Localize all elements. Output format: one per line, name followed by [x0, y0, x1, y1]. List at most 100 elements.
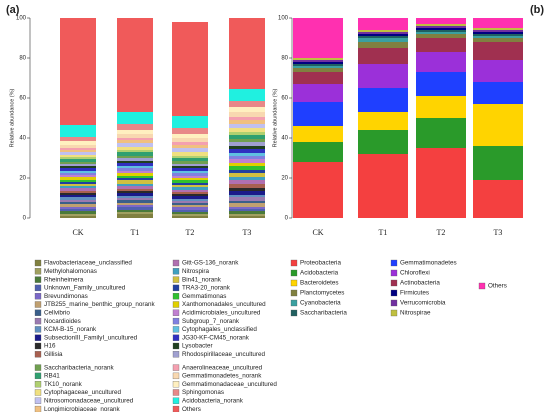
bar-segment	[60, 171, 96, 173]
legend-swatch	[172, 381, 180, 388]
bar-segment	[60, 184, 96, 186]
bar-segment	[172, 178, 208, 180]
bar-segment	[358, 154, 408, 218]
legend-swatch	[34, 381, 42, 388]
bar-segment	[293, 162, 343, 218]
legend-label: Saccharibacteria	[300, 310, 347, 317]
legend-swatch	[34, 301, 42, 308]
bar-segment	[172, 216, 208, 218]
legend-label: Brevundimonas	[44, 293, 88, 300]
legend-label: Acidobacteria_norank	[182, 397, 244, 404]
legend-label: SubsectionIII_FamilyI_uncultured	[44, 334, 138, 341]
x-tick-label: CK	[312, 228, 323, 237]
bar-segment	[229, 203, 265, 207]
legend-swatch	[34, 334, 42, 341]
bar-segment	[229, 149, 265, 153]
bar-segment	[293, 68, 343, 72]
bar-segment	[416, 52, 466, 72]
bar-segment	[117, 156, 153, 158]
bar-segment	[473, 34, 523, 36]
bar-segment	[60, 186, 96, 188]
bar-segment	[117, 161, 153, 163]
bar-segment	[117, 158, 153, 161]
bar-segment	[416, 148, 466, 218]
x-tick-label: T3	[494, 228, 503, 237]
legend-swatch	[390, 299, 398, 307]
bar-segment	[60, 18, 96, 125]
bar-segment	[60, 207, 96, 209]
bar-segment	[358, 48, 408, 64]
bar-segment	[60, 162, 96, 164]
bar-segment	[229, 156, 265, 159]
bar-segment	[172, 164, 208, 166]
legend-swatch	[172, 268, 180, 275]
bar-segment	[172, 22, 208, 116]
bars	[293, 18, 523, 218]
bar-segment	[117, 180, 153, 184]
bar-segment	[358, 88, 408, 112]
legend-swatch	[290, 289, 298, 297]
bar-segment	[117, 18, 153, 112]
bar-segment	[293, 126, 343, 142]
bar-segment	[117, 134, 153, 138]
bar-segment	[117, 214, 153, 218]
bar-segment	[117, 112, 153, 124]
bar-segment	[358, 38, 408, 42]
legend-label: Xanthomonadales_uncultured	[182, 301, 266, 308]
bar-segment	[416, 118, 466, 148]
legend-label: Nocardioides	[44, 318, 81, 325]
bar-segment	[229, 159, 265, 163]
legend-label: TRA3-20_norank	[182, 285, 231, 292]
bar-segment	[416, 96, 466, 118]
bar-segment	[172, 116, 208, 128]
bar-segment	[117, 143, 153, 147]
bar-segment	[172, 148, 208, 152]
legend-label: Unknown_Family_uncultured	[44, 285, 126, 292]
bar-segment	[172, 168, 208, 171]
bar-segment	[358, 34, 408, 36]
legend-swatch	[172, 293, 180, 300]
bar-segment	[117, 130, 153, 134]
bar-segment	[229, 173, 265, 177]
legend-label: Others	[488, 283, 507, 290]
legend-label: Cyanobacteria	[300, 300, 341, 307]
legend-label: Flavobacteriaceae_unclassified	[44, 260, 132, 267]
legend-label: Nitrosomonadaceae_uncultured	[44, 397, 134, 404]
bar-segment	[117, 205, 153, 207]
legend-swatch	[390, 309, 398, 317]
bar-segment	[293, 58, 343, 60]
legend-swatch	[34, 389, 42, 396]
legend-label: Acidimicrobiales_uncultured	[182, 309, 261, 316]
legend-swatch	[34, 351, 42, 358]
bar-segment	[172, 212, 208, 214]
x-tick-label: T2	[437, 228, 446, 237]
bar-segment	[229, 209, 265, 211]
bar-segment	[172, 187, 208, 190]
bar-segment	[229, 216, 265, 218]
legend-swatch	[34, 259, 42, 267]
legend-swatch	[290, 259, 298, 267]
bar-segment	[60, 211, 96, 214]
legend-label: Others	[182, 406, 201, 412]
legend-swatch	[172, 405, 180, 412]
legend-label: RB41	[44, 373, 60, 380]
legend-label: Cytophagaceae_uncultured	[44, 389, 122, 396]
bar-segment	[60, 125, 96, 137]
legend-label: Gillisia	[44, 351, 63, 358]
bar-segment	[60, 197, 96, 200]
bar-segment	[117, 207, 153, 210]
legend-label: Rheinheimera	[44, 276, 84, 283]
y-tick-label: 20	[19, 176, 26, 182]
legend-label: Subgroup_7_norank	[182, 318, 240, 325]
bar-segment	[293, 142, 343, 162]
bar-segment	[172, 156, 208, 158]
bar-segment	[229, 101, 265, 107]
bar-segment	[172, 190, 208, 192]
y-tick-label: 0	[285, 216, 289, 222]
bar-segment	[117, 152, 153, 156]
bar-segment	[60, 209, 96, 211]
legend-label: KCM-B-15_norank	[44, 326, 97, 333]
bar-segment	[60, 155, 96, 157]
bar-segment	[60, 148, 96, 150]
